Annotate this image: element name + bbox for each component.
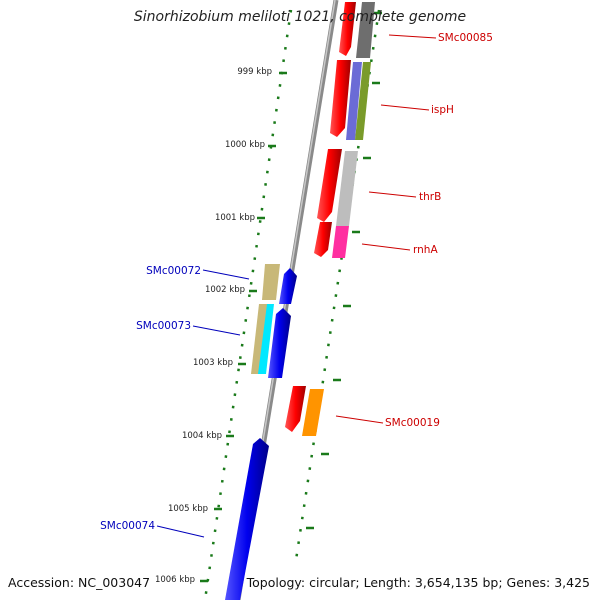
forward-genes [285,2,375,436]
gene-feature[interactable] [268,308,291,378]
gene-feature[interactable] [285,386,306,432]
accession-text: Accession: NC_003047 [8,575,151,590]
reverse-genes [225,264,297,600]
gene-label-smc00073[interactable]: SMc00073 [136,320,191,332]
leader-line [192,325,241,336]
gene-label-isph[interactable]: ispH [431,104,454,116]
gene-feature[interactable] [258,304,274,374]
gene-feature[interactable] [262,264,280,300]
leader-line [361,243,411,251]
genome-summary-text: Topology: circular; Length: 3,654,135 bp… [246,575,590,590]
leader-line [156,525,205,538]
gene-label-smc00085[interactable]: SMc00085 [438,32,493,44]
gene-feature[interactable] [339,2,356,56]
tick-label: 1001 kbp [215,213,255,223]
map-title: Sinorhizobium meliloti 1021, complete ge… [133,9,467,25]
gene-label-smc00074[interactable]: SMc00074 [100,520,155,532]
gene-feature[interactable] [330,60,351,137]
gene-feature[interactable] [279,268,297,304]
outer-dotted-track [294,9,381,561]
gene-feature[interactable] [225,438,269,600]
leader-line [380,104,430,111]
tick-label: 1005 kbp [168,504,208,514]
leader-line [335,415,384,424]
leader-line [202,269,250,280]
leader-line [368,191,417,198]
gene-feature[interactable] [251,304,268,374]
tick-label: 999 kbp [237,67,272,77]
gene-label-rnha[interactable]: rnhA [413,244,438,256]
gene-feature[interactable] [302,389,324,436]
tick-label: 1006 kbp [155,575,195,585]
gene-feature[interactable] [346,62,362,140]
tick-label: 1002 kbp [205,285,245,295]
gene-feature[interactable] [332,226,349,258]
gene-label-smc00072[interactable]: SMc00072 [146,265,201,277]
gene-feature[interactable] [356,2,375,58]
tick-label: 1003 kbp [193,358,233,368]
tick-label: 1004 kbp [182,431,222,441]
leader-line [388,34,437,39]
tick-marks [200,71,287,583]
tick-label: 1000 kbp [225,140,265,150]
gene-label-thrb[interactable]: thrB [419,191,441,203]
gene-feature[interactable] [336,151,358,226]
gene-label-smc00019[interactable]: SMc00019 [385,417,440,429]
gene-feature[interactable] [314,222,332,257]
gene-feature[interactable] [355,62,371,140]
gene-feature[interactable] [317,149,342,222]
outer-tick-marks [306,11,382,530]
